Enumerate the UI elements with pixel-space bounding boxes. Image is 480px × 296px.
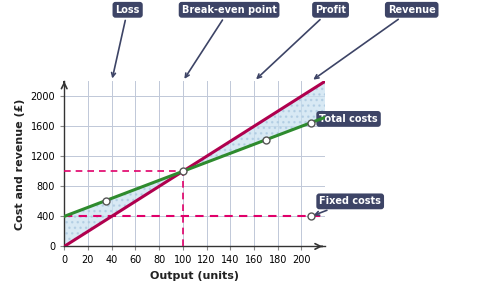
Text: Break-even point: Break-even point: [181, 5, 276, 77]
Text: Profit: Profit: [257, 5, 346, 78]
Text: Loss: Loss: [112, 5, 140, 77]
Text: Total costs: Total costs: [311, 114, 378, 124]
Text: Revenue: Revenue: [315, 5, 435, 78]
Y-axis label: Cost and revenue (£): Cost and revenue (£): [15, 98, 25, 229]
Text: Fixed costs: Fixed costs: [315, 196, 381, 215]
X-axis label: Output (units): Output (units): [150, 271, 239, 281]
